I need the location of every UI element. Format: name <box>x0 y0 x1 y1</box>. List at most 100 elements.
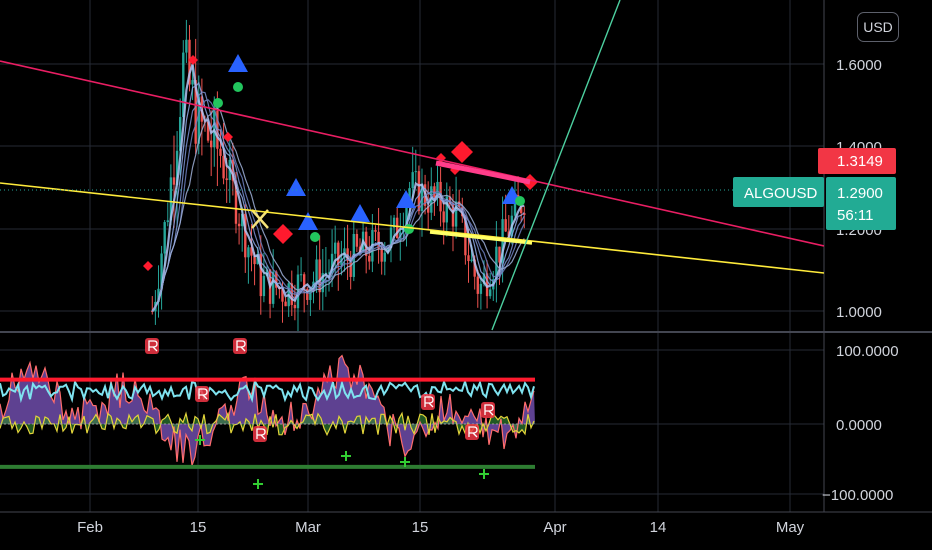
osc-line-slow <box>0 378 535 404</box>
candle <box>445 182 448 237</box>
candle <box>185 19 188 63</box>
candle <box>293 284 297 321</box>
candle <box>247 244 250 284</box>
currency-button[interactable]: USD <box>857 12 899 42</box>
symbol-text: ALGOUSD <box>744 185 818 202</box>
oscillator-axis[interactable]: 100.0000 0.0000 −100.0000 <box>822 343 899 504</box>
time-tick-mar: Mar <box>295 519 321 536</box>
candle <box>299 257 303 282</box>
candle <box>262 252 266 303</box>
osc-signal-badge <box>481 402 495 418</box>
signal-diamond <box>188 55 198 65</box>
candle <box>414 149 417 184</box>
candle <box>219 129 222 168</box>
signal-triangle <box>298 212 318 230</box>
signal-triangle <box>396 190 416 208</box>
candle <box>479 278 483 310</box>
signal-dot <box>233 82 243 92</box>
osc-signal-badge <box>253 426 267 442</box>
osc-signal-badge <box>233 338 247 354</box>
candle <box>182 40 185 125</box>
signal-diamond <box>273 224 293 244</box>
signal-diamond <box>143 261 153 271</box>
candle <box>337 240 340 291</box>
osc-plus-marker <box>400 457 410 467</box>
osc-signal-badge <box>145 338 159 354</box>
ma-line <box>151 63 525 313</box>
time-tick-mar-15: 15 <box>412 519 429 536</box>
resistance-trendline[interactable] <box>0 60 824 247</box>
osc-signal-badge <box>195 386 209 402</box>
candle <box>157 265 160 318</box>
osc-histogram <box>0 413 535 435</box>
signal-markers <box>143 54 538 271</box>
candle <box>420 168 424 237</box>
osc-tick-2: 0.0000 <box>836 417 882 434</box>
candle <box>306 287 309 305</box>
candle <box>349 250 352 290</box>
candle <box>259 235 262 315</box>
signal-triangle <box>228 54 248 72</box>
signal-dot <box>404 224 414 234</box>
support-trendline[interactable] <box>0 182 824 274</box>
candle <box>321 249 324 311</box>
candle <box>495 221 498 303</box>
time-axis[interactable]: Feb 15 Mar 15 Apr 14 May <box>77 519 805 536</box>
resistance-highlight <box>435 160 531 185</box>
candle <box>377 207 380 264</box>
signal-dot <box>515 196 525 206</box>
candle <box>318 235 321 310</box>
candle <box>194 38 197 155</box>
time-tick-may: May <box>776 519 805 536</box>
candle <box>374 225 377 241</box>
candle <box>430 167 433 221</box>
osc-plus-marker <box>253 479 263 489</box>
support-highlight <box>429 230 533 245</box>
candle <box>436 165 439 206</box>
candle <box>209 110 213 177</box>
price-tick-1: 1.6000 <box>836 57 882 74</box>
time-tick-apr: Apr <box>543 519 566 536</box>
candle <box>296 265 300 331</box>
candle <box>253 252 256 286</box>
candle <box>324 246 328 297</box>
candle <box>172 135 176 228</box>
price-tick-4: 1.0000 <box>836 304 882 321</box>
signal-triangle <box>350 204 370 222</box>
candle <box>284 297 287 307</box>
candle <box>237 213 241 245</box>
candles <box>151 19 526 331</box>
osc-plus-marker <box>479 469 489 479</box>
candle <box>166 202 169 227</box>
uptrend-line[interactable] <box>491 0 621 331</box>
time-tick-feb: Feb <box>77 519 103 536</box>
ma-line <box>151 81 525 312</box>
candle <box>442 200 445 245</box>
signal-dot <box>213 98 223 108</box>
signal-triangle <box>286 178 306 196</box>
oscillator-pane[interactable] <box>0 338 535 489</box>
candle <box>188 25 191 92</box>
osc-signal-badge <box>421 394 435 410</box>
signal-dot <box>310 232 320 242</box>
symbol-price-text: 1.2900 <box>837 185 883 202</box>
candle <box>346 224 349 280</box>
candle <box>476 270 479 308</box>
osc-signal-badge <box>465 424 479 440</box>
marked-price-text: 1.3149 <box>837 153 883 170</box>
price-pane[interactable] <box>0 0 824 475</box>
candle <box>485 260 489 309</box>
candle <box>417 165 421 215</box>
candle <box>244 204 247 273</box>
time-tick-feb-15: 15 <box>190 519 207 536</box>
candle <box>389 215 393 263</box>
signal-diamond <box>451 141 473 163</box>
osc-plus-marker <box>195 435 205 445</box>
signal-diamond <box>223 132 233 142</box>
osc-plus-marker <box>341 451 351 461</box>
candle <box>355 229 359 253</box>
candle <box>352 216 355 282</box>
osc-tick-3: −100.0000 <box>822 487 893 504</box>
candle <box>287 280 290 317</box>
